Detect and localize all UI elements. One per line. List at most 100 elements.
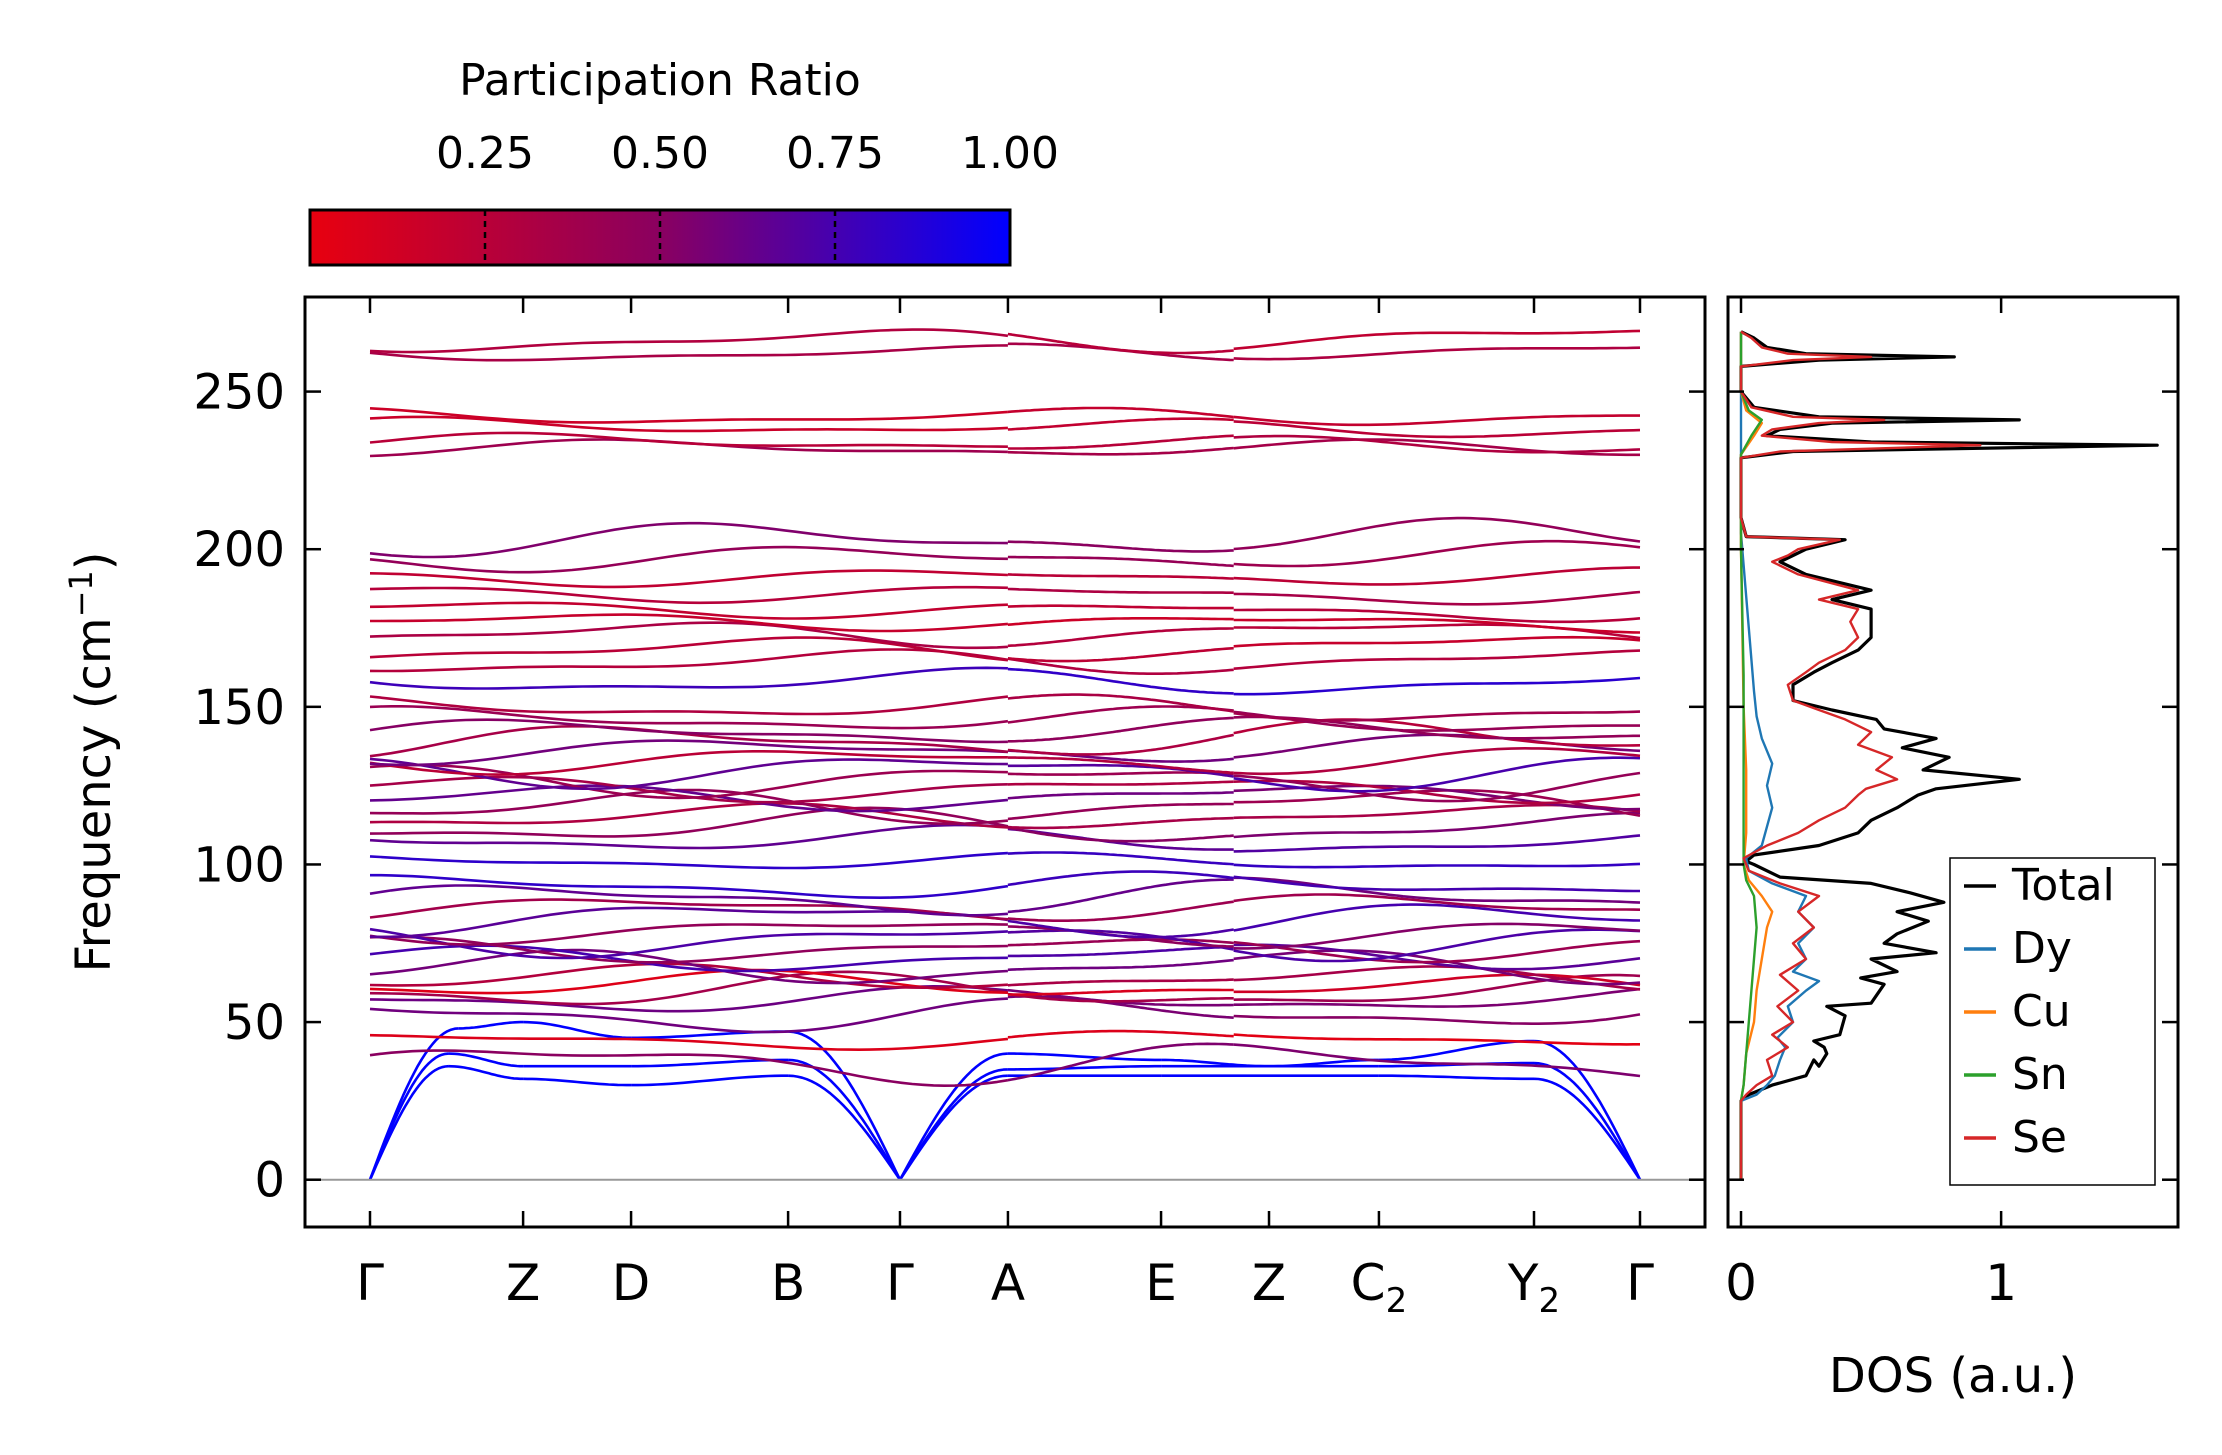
optical-band-27-seg-2 bbox=[1233, 718, 1641, 747]
acoustic-la-seg-5 bbox=[898, 1052, 1008, 1181]
y-axis-label-sup: −1 bbox=[62, 570, 100, 617]
optical-band-24-seg-0 bbox=[369, 757, 1008, 790]
kpoint-label-0: Γ bbox=[356, 1254, 384, 1312]
optical-band-42-seg-2 bbox=[1233, 434, 1641, 454]
optical-band-21-seg-0 bbox=[369, 784, 1009, 813]
kpoint-label-2: D bbox=[612, 1254, 651, 1312]
optical-band-42-seg-1 bbox=[1007, 434, 1234, 450]
optical-band-21-seg-2 bbox=[1233, 784, 1641, 811]
kpoint-label-1: Z bbox=[506, 1254, 540, 1312]
optical-band-45-seg-0 bbox=[369, 344, 1008, 362]
optical-band-11-seg-0 bbox=[369, 922, 1008, 946]
acoustic-ta2-seg-5 bbox=[898, 1068, 1008, 1181]
band-x-axis: Γ Z D B Γ A E Z C2 Y2 Γ bbox=[356, 297, 1654, 1321]
dos-series-cu bbox=[1739, 331, 1774, 1180]
acoustic-ta1-seg-9 bbox=[1378, 1074, 1534, 1081]
optical-band-33-seg-0 bbox=[369, 636, 1009, 662]
optical-band-17-seg-2 bbox=[1233, 834, 1641, 853]
optical-band-0-seg-0 bbox=[369, 1049, 1009, 1087]
optical-band-14-seg-0 bbox=[369, 884, 1008, 917]
optical-band-2-seg-0 bbox=[369, 997, 1008, 1034]
acoustic-la-seg-1 bbox=[458, 1020, 524, 1030]
kpoint-label-5: A bbox=[991, 1254, 1025, 1312]
legend-label-se: Se bbox=[2012, 1112, 2067, 1163]
optical-band-30-seg-2 bbox=[1233, 710, 1641, 722]
kpoint-label-8: C2 bbox=[1351, 1254, 1408, 1321]
optical-band-42-seg-0 bbox=[369, 431, 1008, 448]
optical-band-1-seg-1 bbox=[1007, 1029, 1234, 1039]
optical-band-3-seg-2 bbox=[1233, 987, 1641, 1008]
optical-band-2-seg-2 bbox=[1233, 1013, 1641, 1025]
optical-band-28-seg-0 bbox=[369, 718, 1008, 744]
acoustic-ta2-seg-1 bbox=[448, 1052, 524, 1068]
optical-band-32-seg-2 bbox=[1233, 649, 1641, 670]
optical-band-33-seg-2 bbox=[1233, 635, 1641, 648]
optical-band-36-seg-1 bbox=[1007, 604, 1234, 610]
optical-band-13-seg-2 bbox=[1233, 893, 1641, 911]
optical-band-31-seg-1 bbox=[1007, 667, 1234, 695]
optical-band-13-seg-0 bbox=[369, 898, 1009, 921]
y-axis-label: Frequency (cm−1) bbox=[62, 551, 122, 972]
optical-band-16-seg-0 bbox=[369, 851, 1008, 870]
optical-band-17-seg-0 bbox=[369, 823, 1008, 850]
acoustic-ta1-seg-4 bbox=[788, 1074, 902, 1181]
acoustic-la-seg-2 bbox=[523, 1020, 632, 1040]
band-ytick-label-2: 100 bbox=[193, 837, 285, 893]
optical-band-3-seg-0 bbox=[369, 985, 1009, 1013]
optical-band-31-seg-0 bbox=[369, 666, 1008, 690]
optical-band-4-seg-0 bbox=[369, 970, 1009, 1006]
optical-band-33-seg-1 bbox=[1007, 646, 1234, 663]
optical-band-35-seg-1 bbox=[1007, 617, 1234, 626]
optical-band-44-seg-1 bbox=[1007, 406, 1234, 419]
colorbar-tick-label-2: 0.75 bbox=[786, 128, 884, 179]
optical-band-23-seg-2 bbox=[1233, 771, 1641, 803]
optical-band-13-seg-1 bbox=[1007, 900, 1234, 922]
optical-band-36-seg-2 bbox=[1233, 608, 1641, 624]
band-axes-frame bbox=[303, 295, 1707, 1229]
colorbar-tick-labels: 0.25 0.50 0.75 1.00 bbox=[436, 128, 1059, 179]
optical-band-44-seg-2 bbox=[1233, 414, 1640, 427]
band-ytick-label-1: 50 bbox=[224, 995, 285, 1051]
optical-band-4-seg-1 bbox=[1007, 992, 1234, 1003]
optical-band-10-seg-2 bbox=[1233, 928, 1641, 963]
optical-band-37-seg-0 bbox=[369, 585, 1008, 605]
optical-band-10-seg-0 bbox=[369, 927, 1008, 960]
optical-band-46-seg-1 bbox=[1007, 332, 1234, 355]
band-structure-panel: 0 50 100 150 200 250 Γ Z D B Γ A E Z C2 Y2 Γ Frequency … bbox=[62, 295, 1707, 1321]
kpoint-label-3: B bbox=[771, 1254, 805, 1312]
acoustic-ta2-seg-3 bbox=[631, 1058, 789, 1068]
optical-band-15-seg-2 bbox=[1233, 875, 1640, 893]
optical-band-40-seg-0 bbox=[369, 521, 1008, 559]
optical-band-23-seg-0 bbox=[369, 763, 1008, 800]
acoustic-la-seg-0 bbox=[368, 1027, 459, 1181]
dos-xtick-label-0: 0 bbox=[1725, 1254, 1757, 1312]
legend-label-cu: Cu bbox=[2012, 986, 2071, 1037]
dos-xtick-label-1: 1 bbox=[1985, 1254, 2017, 1312]
optical-band-18-seg-2 bbox=[1233, 811, 1641, 839]
acoustic-ta2-seg-4 bbox=[788, 1058, 902, 1181]
optical-band-34-seg-1 bbox=[1007, 627, 1234, 648]
optical-band-14-seg-1 bbox=[1007, 878, 1234, 914]
optical-band-1-seg-2 bbox=[1233, 1033, 1640, 1046]
optical-band-40-seg-2 bbox=[1233, 516, 1641, 551]
optical-band-29-seg-1 bbox=[1007, 705, 1234, 724]
optical-band-2-seg-1 bbox=[1007, 995, 1234, 1019]
optical-band-9-seg-2 bbox=[1233, 939, 1641, 964]
acoustic-la-seg-10 bbox=[1533, 1039, 1642, 1181]
band-ytick-label-0: 0 bbox=[254, 1153, 285, 1209]
optical-band-30-seg-0 bbox=[369, 695, 1009, 716]
legend-label-total: Total bbox=[2011, 860, 2115, 911]
optical-band-9-seg-1 bbox=[1007, 938, 1234, 947]
optical-band-41-seg-2 bbox=[1233, 438, 1640, 457]
optical-band-24-seg-1 bbox=[1007, 763, 1234, 778]
optical-band-32-seg-1 bbox=[1007, 657, 1234, 675]
optical-band-17-seg-1 bbox=[1007, 827, 1234, 851]
legend-frame bbox=[1949, 857, 2156, 1186]
optical-band-27-seg-0 bbox=[369, 725, 1009, 758]
dos-series-se bbox=[1739, 330, 1982, 1180]
optical-band-34-seg-0 bbox=[369, 621, 1008, 650]
kpoint-label-6: E bbox=[1145, 1254, 1177, 1312]
optical-band-12-seg-2 bbox=[1233, 903, 1641, 932]
